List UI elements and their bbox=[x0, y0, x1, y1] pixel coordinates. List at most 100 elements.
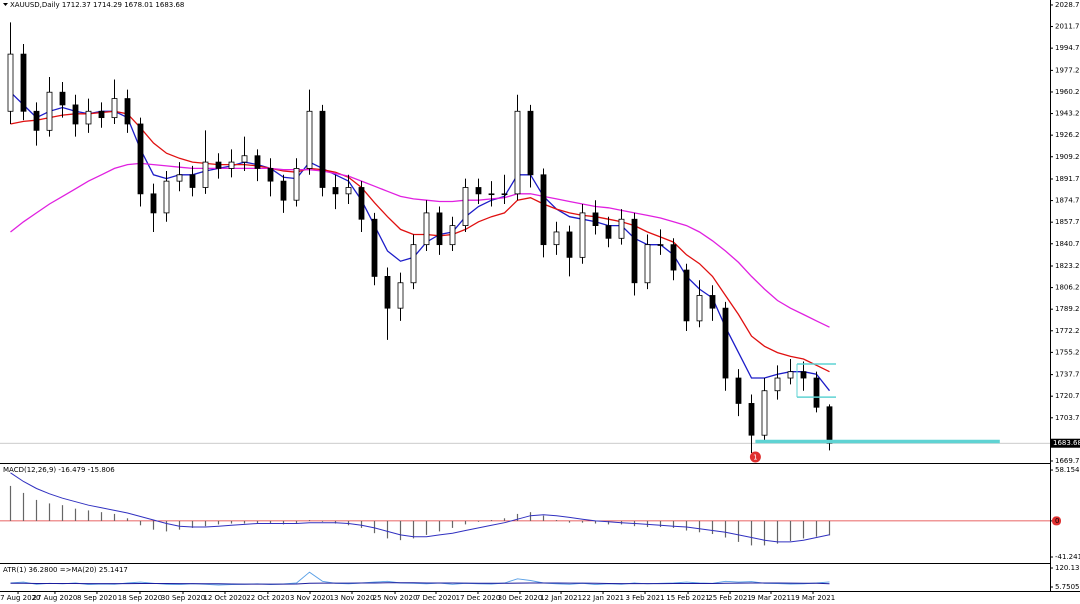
macd-value: -16.479 bbox=[58, 466, 85, 474]
y-tick-label: 1943.20 bbox=[1055, 110, 1080, 118]
candle-body bbox=[462, 187, 469, 227]
x-tick-label: 30 Dec 2020 bbox=[498, 594, 543, 602]
candle-body bbox=[631, 218, 638, 284]
x-tick-label: 19 Mar 2021 bbox=[791, 594, 835, 602]
candle-body bbox=[618, 218, 625, 239]
x-tick-label: 12 Jan 2021 bbox=[540, 594, 582, 602]
high-value: 1714.29 bbox=[93, 1, 122, 9]
macd-title: MACD(12,26,9) bbox=[3, 466, 56, 474]
y-tick-label: 2028.70 bbox=[1055, 1, 1080, 9]
y-tick-label: 58.154 bbox=[1055, 466, 1080, 474]
candle-body bbox=[228, 161, 235, 169]
candle-body bbox=[98, 110, 105, 119]
y-tick-label: 1703.70 bbox=[1055, 414, 1080, 422]
macd-signal bbox=[10, 472, 830, 543]
candle-body bbox=[813, 377, 820, 408]
y-tick-label: -41.241 bbox=[1055, 553, 1080, 561]
x-tick-label: 30 Sep 2020 bbox=[161, 594, 205, 602]
candle-body bbox=[358, 187, 365, 220]
x-tick-label: 17 Dec 2020 bbox=[456, 594, 501, 602]
open-value: 1712.37 bbox=[62, 1, 91, 9]
candle-body bbox=[566, 231, 573, 258]
atr-line bbox=[10, 571, 830, 586]
macd-header: MACD(12,26,9) -16.479 -15.806 bbox=[3, 466, 115, 474]
moving-average bbox=[10, 110, 830, 373]
y-tick-label: 1977.20 bbox=[1055, 66, 1080, 74]
candle-body bbox=[189, 174, 196, 188]
y-tick-label: 1891.70 bbox=[1055, 175, 1080, 183]
candle-body bbox=[579, 212, 586, 258]
candle-body bbox=[59, 91, 66, 106]
x-tick-label: 7 Dec 2020 bbox=[416, 594, 456, 602]
candle-body bbox=[72, 104, 79, 125]
candle-body bbox=[7, 53, 14, 112]
atr-header: ATR(1) 36.2800 =>MA(20) 25.1417 bbox=[3, 566, 128, 574]
candle-body bbox=[709, 295, 716, 309]
candle-body bbox=[384, 276, 391, 309]
candle-body bbox=[696, 295, 703, 322]
moving-average bbox=[10, 91, 831, 392]
candle-body bbox=[644, 244, 651, 284]
y-tick-label: 1772.20 bbox=[1055, 327, 1080, 335]
x-tick-label: 17 Aug 2020 bbox=[0, 594, 40, 602]
x-tick-label: 18 Sep 2020 bbox=[118, 594, 162, 602]
y-tick-label: 1926.20 bbox=[1055, 131, 1080, 139]
menu-arrow bbox=[3, 3, 8, 6]
candle-body bbox=[137, 123, 144, 195]
candle-body bbox=[787, 371, 794, 379]
y-tick-label: 2011.70 bbox=[1055, 23, 1080, 31]
atr-title: ATR(1) bbox=[3, 566, 27, 574]
atr-value: 36.2800 bbox=[29, 566, 58, 574]
candle-body bbox=[202, 161, 209, 188]
candle-body bbox=[111, 98, 118, 119]
candle-body bbox=[345, 187, 352, 195]
x-tick-label: 15 Feb 2021 bbox=[666, 594, 710, 602]
candle-body bbox=[540, 174, 547, 246]
y-tick-label: 1755.20 bbox=[1055, 348, 1080, 356]
y-tick-label: 1909.20 bbox=[1055, 153, 1080, 161]
y-tick-label: 0 bbox=[1055, 517, 1059, 525]
candle-body bbox=[774, 377, 781, 392]
candle-body bbox=[722, 307, 729, 379]
y-tick-label: 1720.70 bbox=[1055, 392, 1080, 400]
y-tick-label: 1669.70 bbox=[1055, 457, 1080, 465]
candle-body bbox=[514, 110, 521, 195]
x-tick-label: 25 Feb 2021 bbox=[708, 594, 752, 602]
y-tick-label: 5.7505 bbox=[1055, 583, 1080, 591]
candle-body bbox=[748, 403, 755, 436]
close-value: 1683.68 bbox=[155, 1, 184, 9]
chart-header: XAUUSD,Daily 1712.37 1714.29 1678.01 168… bbox=[10, 1, 184, 9]
candle-body bbox=[800, 371, 807, 379]
candle-body bbox=[280, 180, 287, 201]
candle-body bbox=[241, 155, 248, 163]
moving-average bbox=[10, 162, 830, 328]
candle-body bbox=[176, 174, 183, 182]
candle-body bbox=[163, 180, 170, 214]
candle-body bbox=[46, 91, 53, 131]
y-tick-label: 1806.20 bbox=[1055, 284, 1080, 292]
candle-body bbox=[553, 231, 560, 246]
candle-body bbox=[319, 110, 326, 188]
candle-body bbox=[436, 212, 443, 246]
x-tick-label: 22 Jan 2021 bbox=[582, 594, 624, 602]
annotation-label: 1 bbox=[753, 454, 757, 462]
x-tick-label: 8 Sep 2020 bbox=[77, 594, 117, 602]
candle-body bbox=[150, 193, 157, 214]
candle-body bbox=[683, 269, 690, 322]
candle-body bbox=[488, 193, 495, 196]
candle-body bbox=[657, 244, 664, 246]
x-tick-label: 13 Nov 2020 bbox=[330, 594, 375, 602]
x-tick-label: 22 Oct 2020 bbox=[246, 594, 289, 602]
y-tick-label: 1874.70 bbox=[1055, 197, 1080, 205]
candle-body bbox=[215, 161, 222, 169]
price-box bbox=[1051, 438, 1080, 448]
y-tick-label: 1994.70 bbox=[1055, 44, 1080, 52]
candle-body bbox=[371, 218, 378, 277]
y-tick-label: 120.1395 bbox=[1055, 564, 1080, 572]
candle-body bbox=[761, 390, 768, 436]
candle-body bbox=[410, 244, 417, 284]
candle-body bbox=[397, 282, 404, 309]
atr-ma-title: =>MA(20) bbox=[60, 566, 97, 574]
candle-body bbox=[449, 225, 456, 246]
